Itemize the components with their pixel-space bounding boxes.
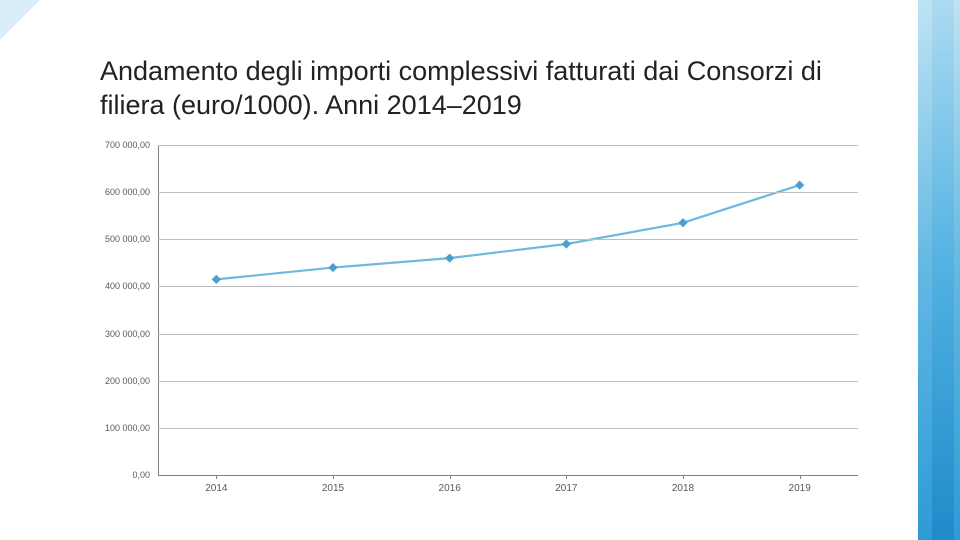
y-tick-label: 100 000,00 xyxy=(105,423,150,433)
slide: Andamento degli importi complessivi fatt… xyxy=(0,0,960,540)
y-tick-label: 0,00 xyxy=(132,470,150,480)
grid-line xyxy=(158,145,858,146)
y-tick-label: 700 000,00 xyxy=(105,140,150,150)
series-marker xyxy=(562,239,571,248)
series-line xyxy=(216,185,799,279)
series-marker xyxy=(445,254,454,263)
chart-container: 0,00 100 000,00 200 000,00 300 000,00 400 00… xyxy=(100,145,860,510)
grid-line xyxy=(158,192,858,193)
x-tick xyxy=(450,475,451,479)
x-axis xyxy=(158,475,858,476)
x-tick-label: 2018 xyxy=(672,483,694,494)
y-tick-label: 300 000,00 xyxy=(105,329,150,339)
grid-line xyxy=(158,286,858,287)
x-tick xyxy=(683,475,684,479)
y-tick-label: 200 000,00 xyxy=(105,376,150,386)
series-marker xyxy=(678,218,687,227)
chart-title: Andamento degli importi complessivi fatt… xyxy=(100,55,840,123)
plot-area: 0,00100 000,00200 000,00300 000,00400 00… xyxy=(158,145,858,475)
x-tick xyxy=(216,475,217,479)
decor-stripe-inner xyxy=(932,0,954,540)
grid-line xyxy=(158,334,858,335)
grid-line xyxy=(158,428,858,429)
series-marker xyxy=(795,180,804,189)
x-tick-label: 2014 xyxy=(205,483,227,494)
x-tick-label: 2019 xyxy=(789,483,811,494)
decor-corner xyxy=(0,0,40,40)
series-svg xyxy=(158,145,858,475)
y-tick-label: 400 000,00 xyxy=(105,281,150,291)
x-tick-label: 2016 xyxy=(439,483,461,494)
x-tick xyxy=(566,475,567,479)
x-tick xyxy=(800,475,801,479)
y-tick-label: 600 000,00 xyxy=(105,187,150,197)
x-tick xyxy=(333,475,334,479)
series-marker xyxy=(212,275,221,284)
series-marker xyxy=(328,263,337,272)
x-tick-label: 2017 xyxy=(555,483,577,494)
grid-line xyxy=(158,239,858,240)
grid-line xyxy=(158,381,858,382)
y-tick-label: 500 000,00 xyxy=(105,234,150,244)
x-tick-label: 2015 xyxy=(322,483,344,494)
